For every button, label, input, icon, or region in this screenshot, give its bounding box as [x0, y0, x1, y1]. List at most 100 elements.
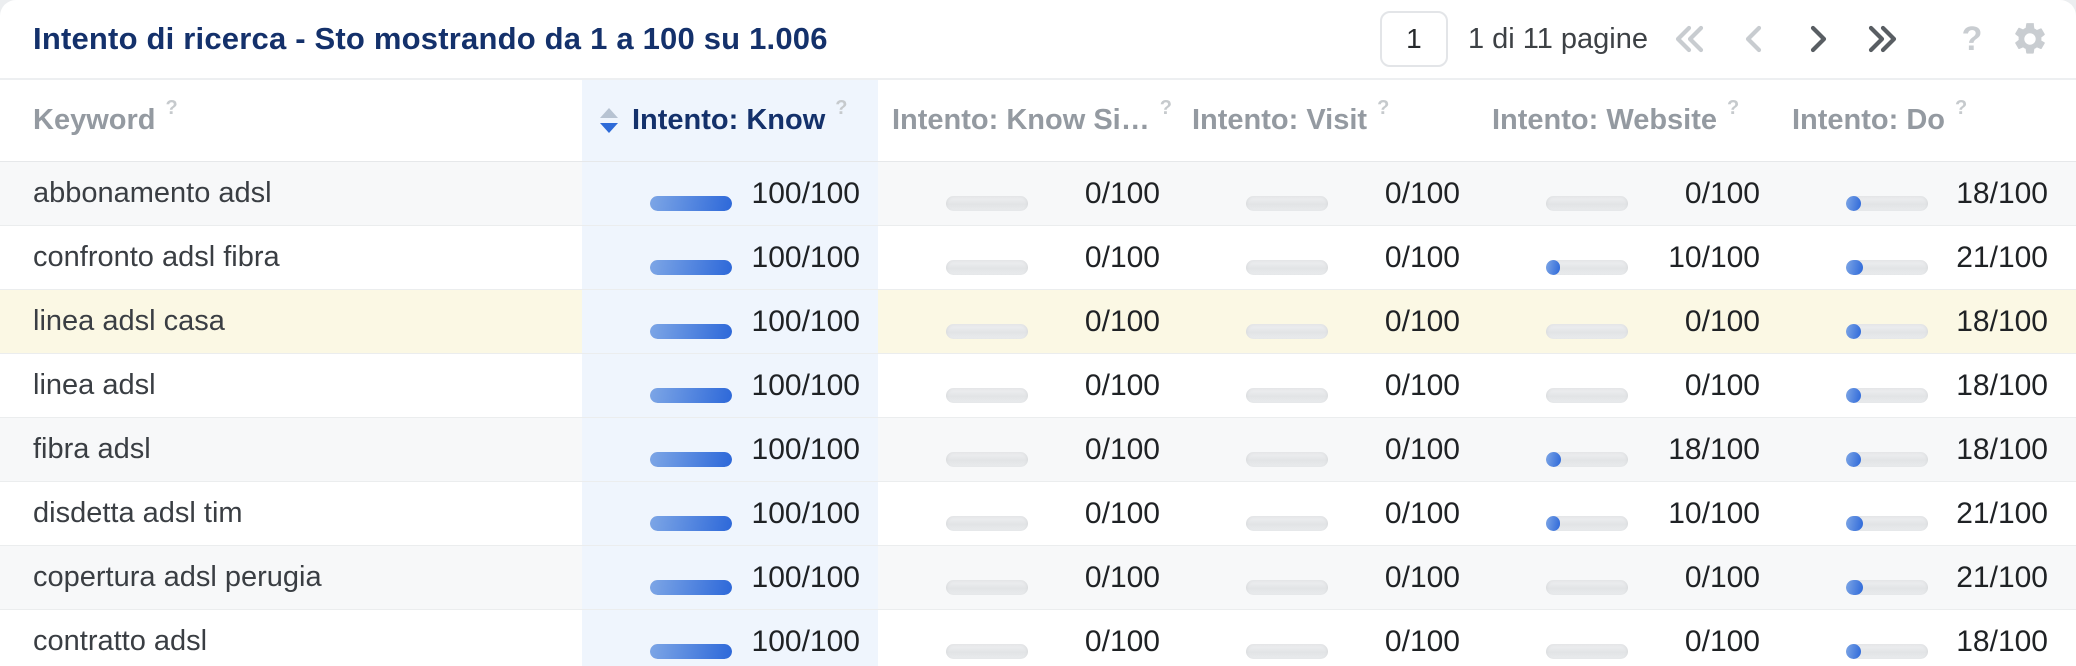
- score-bar-fill: [1846, 580, 1864, 595]
- intent-know-cell: 100/100: [582, 354, 878, 417]
- column-help-icon[interactable]: ?: [1377, 97, 1390, 119]
- score-bar: [650, 452, 732, 467]
- column-header-intento-do[interactable]: Intento: Do ?: [1778, 80, 2076, 161]
- score-bar-fill: [1846, 196, 1861, 211]
- column-label: Intento: Website: [1492, 104, 1718, 136]
- score-value: 0/100: [1084, 240, 1160, 274]
- score-bar: [650, 580, 732, 595]
- score-bar: [1846, 260, 1928, 275]
- score-bar: [650, 324, 732, 339]
- keyword-text: abbonamento adsl: [33, 177, 272, 209]
- score-bar-fill: [1846, 644, 1861, 659]
- score-value: 0/100: [1384, 304, 1460, 338]
- last-page-button[interactable]: [1860, 13, 1904, 65]
- score-bar: [1546, 388, 1628, 403]
- pagination-label: 1 di 11 pagine: [1467, 22, 1648, 55]
- score-value: 18/100: [1668, 432, 1760, 466]
- score-value: 18/100: [1956, 432, 2048, 466]
- intent-do-cell: 18/100: [1778, 610, 2076, 666]
- score-bar: [1546, 260, 1628, 275]
- column-help-icon[interactable]: ?: [835, 97, 848, 119]
- score-value: 100/100: [751, 560, 860, 594]
- score-bar-fill: [1846, 516, 1864, 531]
- intent-website-cell: 10/100: [1478, 226, 1778, 289]
- score-value: 100/100: [751, 496, 860, 530]
- intent-know-cell: 100/100: [582, 610, 878, 666]
- sort-arrow-up-icon: [600, 108, 618, 118]
- score-value: 0/100: [1384, 240, 1460, 274]
- column-help-icon[interactable]: ?: [1727, 97, 1740, 119]
- score-value: 0/100: [1084, 496, 1160, 530]
- table-row[interactable]: contratto adsl 100/100 0/100 0/100 0/100…: [0, 610, 2076, 666]
- next-page-button[interactable]: [1796, 13, 1840, 65]
- sort-arrow-down-icon: [600, 123, 618, 133]
- score-value: 0/100: [1684, 624, 1760, 658]
- intent-visit-cell: 0/100: [1178, 354, 1478, 417]
- score-value: 100/100: [751, 624, 860, 658]
- score-value: 0/100: [1384, 496, 1460, 530]
- first-page-button[interactable]: [1668, 13, 1712, 65]
- keyword-cell: disdetta adsl tim: [0, 482, 582, 545]
- column-help-icon[interactable]: ?: [165, 97, 178, 119]
- keyword-cell: contratto adsl: [0, 610, 582, 666]
- column-label: Intento: Do: [1792, 104, 1946, 136]
- intent-know-simple-cell: 0/100: [878, 482, 1178, 545]
- intent-website-cell: 0/100: [1478, 610, 1778, 666]
- intent-do-cell: 18/100: [1778, 418, 2076, 481]
- keyword-text: copertura adsl perugia: [33, 561, 322, 593]
- page-title: Intento di ricerca - Sto mostrando da 1 …: [33, 21, 828, 56]
- intent-visit-cell: 0/100: [1178, 418, 1478, 481]
- keyword-cell: abbonamento adsl: [0, 162, 582, 225]
- score-bar-fill: [1846, 260, 1864, 275]
- score-bar: [1546, 324, 1628, 339]
- column-header-keyword[interactable]: Keyword ?: [0, 80, 582, 161]
- score-value: 10/100: [1668, 496, 1760, 530]
- score-bar: [1546, 644, 1628, 659]
- prev-page-button[interactable]: [1732, 13, 1776, 65]
- table-row[interactable]: linea adsl 100/100 0/100 0/100 0/100 18/…: [0, 354, 2076, 418]
- table-row[interactable]: linea adsl casa 100/100 0/100 0/100 0/10…: [0, 290, 2076, 354]
- double-chevron-right-icon: [1868, 25, 1897, 53]
- score-value: 18/100: [1956, 368, 2048, 402]
- intent-visit-cell: 0/100: [1178, 482, 1478, 545]
- score-bar: [1246, 516, 1328, 531]
- table-row[interactable]: fibra adsl 100/100 0/100 0/100 18/100 18…: [0, 418, 2076, 482]
- intent-visit-cell: 0/100: [1178, 546, 1478, 609]
- table-row[interactable]: disdetta adsl tim 100/100 0/100 0/100 10…: [0, 482, 2076, 546]
- keyword-cell: fibra adsl: [0, 418, 582, 481]
- column-header-intento-website[interactable]: Intento: Website ?: [1478, 80, 1778, 161]
- intent-website-cell: 0/100: [1478, 354, 1778, 417]
- score-value: 0/100: [1084, 624, 1160, 658]
- score-bar-fill: [650, 260, 732, 275]
- keyword-cell: linea adsl casa: [0, 290, 582, 353]
- keyword-cell: linea adsl: [0, 354, 582, 417]
- column-header-intento-know[interactable]: Intento: Know ?: [582, 80, 878, 161]
- score-bar-fill: [1546, 452, 1561, 467]
- score-bar: [1846, 452, 1928, 467]
- table-row[interactable]: abbonamento adsl 100/100 0/100 0/100 0/1…: [0, 162, 2076, 226]
- score-bar: [1846, 516, 1928, 531]
- score-bar-fill: [1846, 324, 1861, 339]
- score-bar: [946, 324, 1028, 339]
- score-bar: [1546, 516, 1628, 531]
- score-bar: [1846, 580, 1928, 595]
- score-value: 0/100: [1384, 624, 1460, 658]
- column-header-intento-visit[interactable]: Intento: Visit ?: [1178, 80, 1478, 161]
- settings-button[interactable]: [2008, 13, 2052, 65]
- table-row[interactable]: copertura adsl perugia 100/100 0/100 0/1…: [0, 546, 2076, 610]
- score-bar: [1246, 644, 1328, 659]
- column-header-intento-know-simple[interactable]: Intento: Know Si… ?: [878, 80, 1178, 161]
- gear-icon: [2015, 23, 2045, 54]
- score-bar: [946, 452, 1028, 467]
- score-value: 100/100: [751, 176, 860, 210]
- column-help-icon[interactable]: ?: [1955, 97, 1968, 119]
- score-bar-fill: [1846, 452, 1861, 467]
- help-button[interactable]: ?: [1950, 13, 1994, 65]
- intent-website-cell: 0/100: [1478, 290, 1778, 353]
- score-bar-fill: [650, 324, 732, 339]
- intent-know-cell: 100/100: [582, 418, 878, 481]
- table-row[interactable]: confronto adsl fibra 100/100 0/100 0/100…: [0, 226, 2076, 290]
- intent-do-cell: 21/100: [1778, 226, 2076, 289]
- page-number-input[interactable]: [1379, 11, 1448, 67]
- column-help-icon[interactable]: ?: [1159, 97, 1172, 119]
